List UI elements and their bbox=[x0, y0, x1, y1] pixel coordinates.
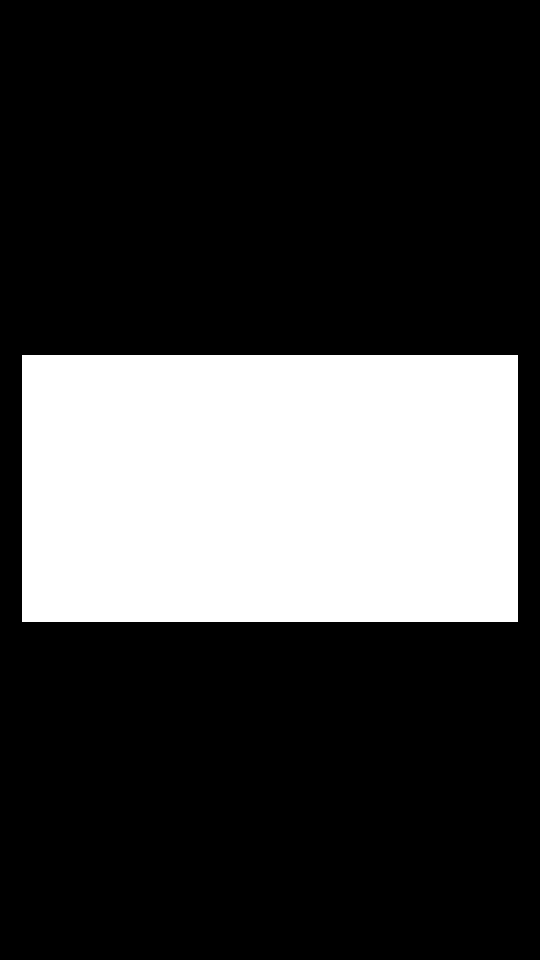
Text: C: C bbox=[34, 566, 42, 577]
Text: Figure 2: Figure 2 bbox=[240, 605, 289, 615]
Text: simplification of output expressions and related logic diagrams.: simplification of output expressions and… bbox=[60, 459, 379, 469]
Text: binary outputs is three greater than the input. The design should include a trut: binary outputs is three greater than the… bbox=[60, 436, 494, 446]
Text: Code Converter: Code Converter bbox=[224, 536, 306, 546]
Text: Design a combinational circuit having 3 bit input and 3 bit output as shown in f: Design a combinational circuit having 3 … bbox=[60, 367, 512, 377]
Text: Z: Z bbox=[508, 566, 516, 577]
Text: A: A bbox=[34, 505, 42, 516]
Text: 4, 5, 6, 7, the binary output is four less than the input. When the binary input: 4, 5, 6, 7, the binary output is four le… bbox=[60, 413, 528, 423]
Text: X: X bbox=[508, 505, 516, 516]
Text: Y: Y bbox=[508, 536, 515, 546]
Text: B: B bbox=[34, 536, 42, 546]
Text: converter receives the 3-bit number and produces the 3-bit output. When the bina: converter receives the 3-bit number and … bbox=[60, 390, 522, 400]
Text: b.: b. bbox=[37, 367, 48, 377]
Bar bbox=[177, 495, 352, 587]
Text: (20 Marks): (20 Marks) bbox=[448, 459, 508, 469]
